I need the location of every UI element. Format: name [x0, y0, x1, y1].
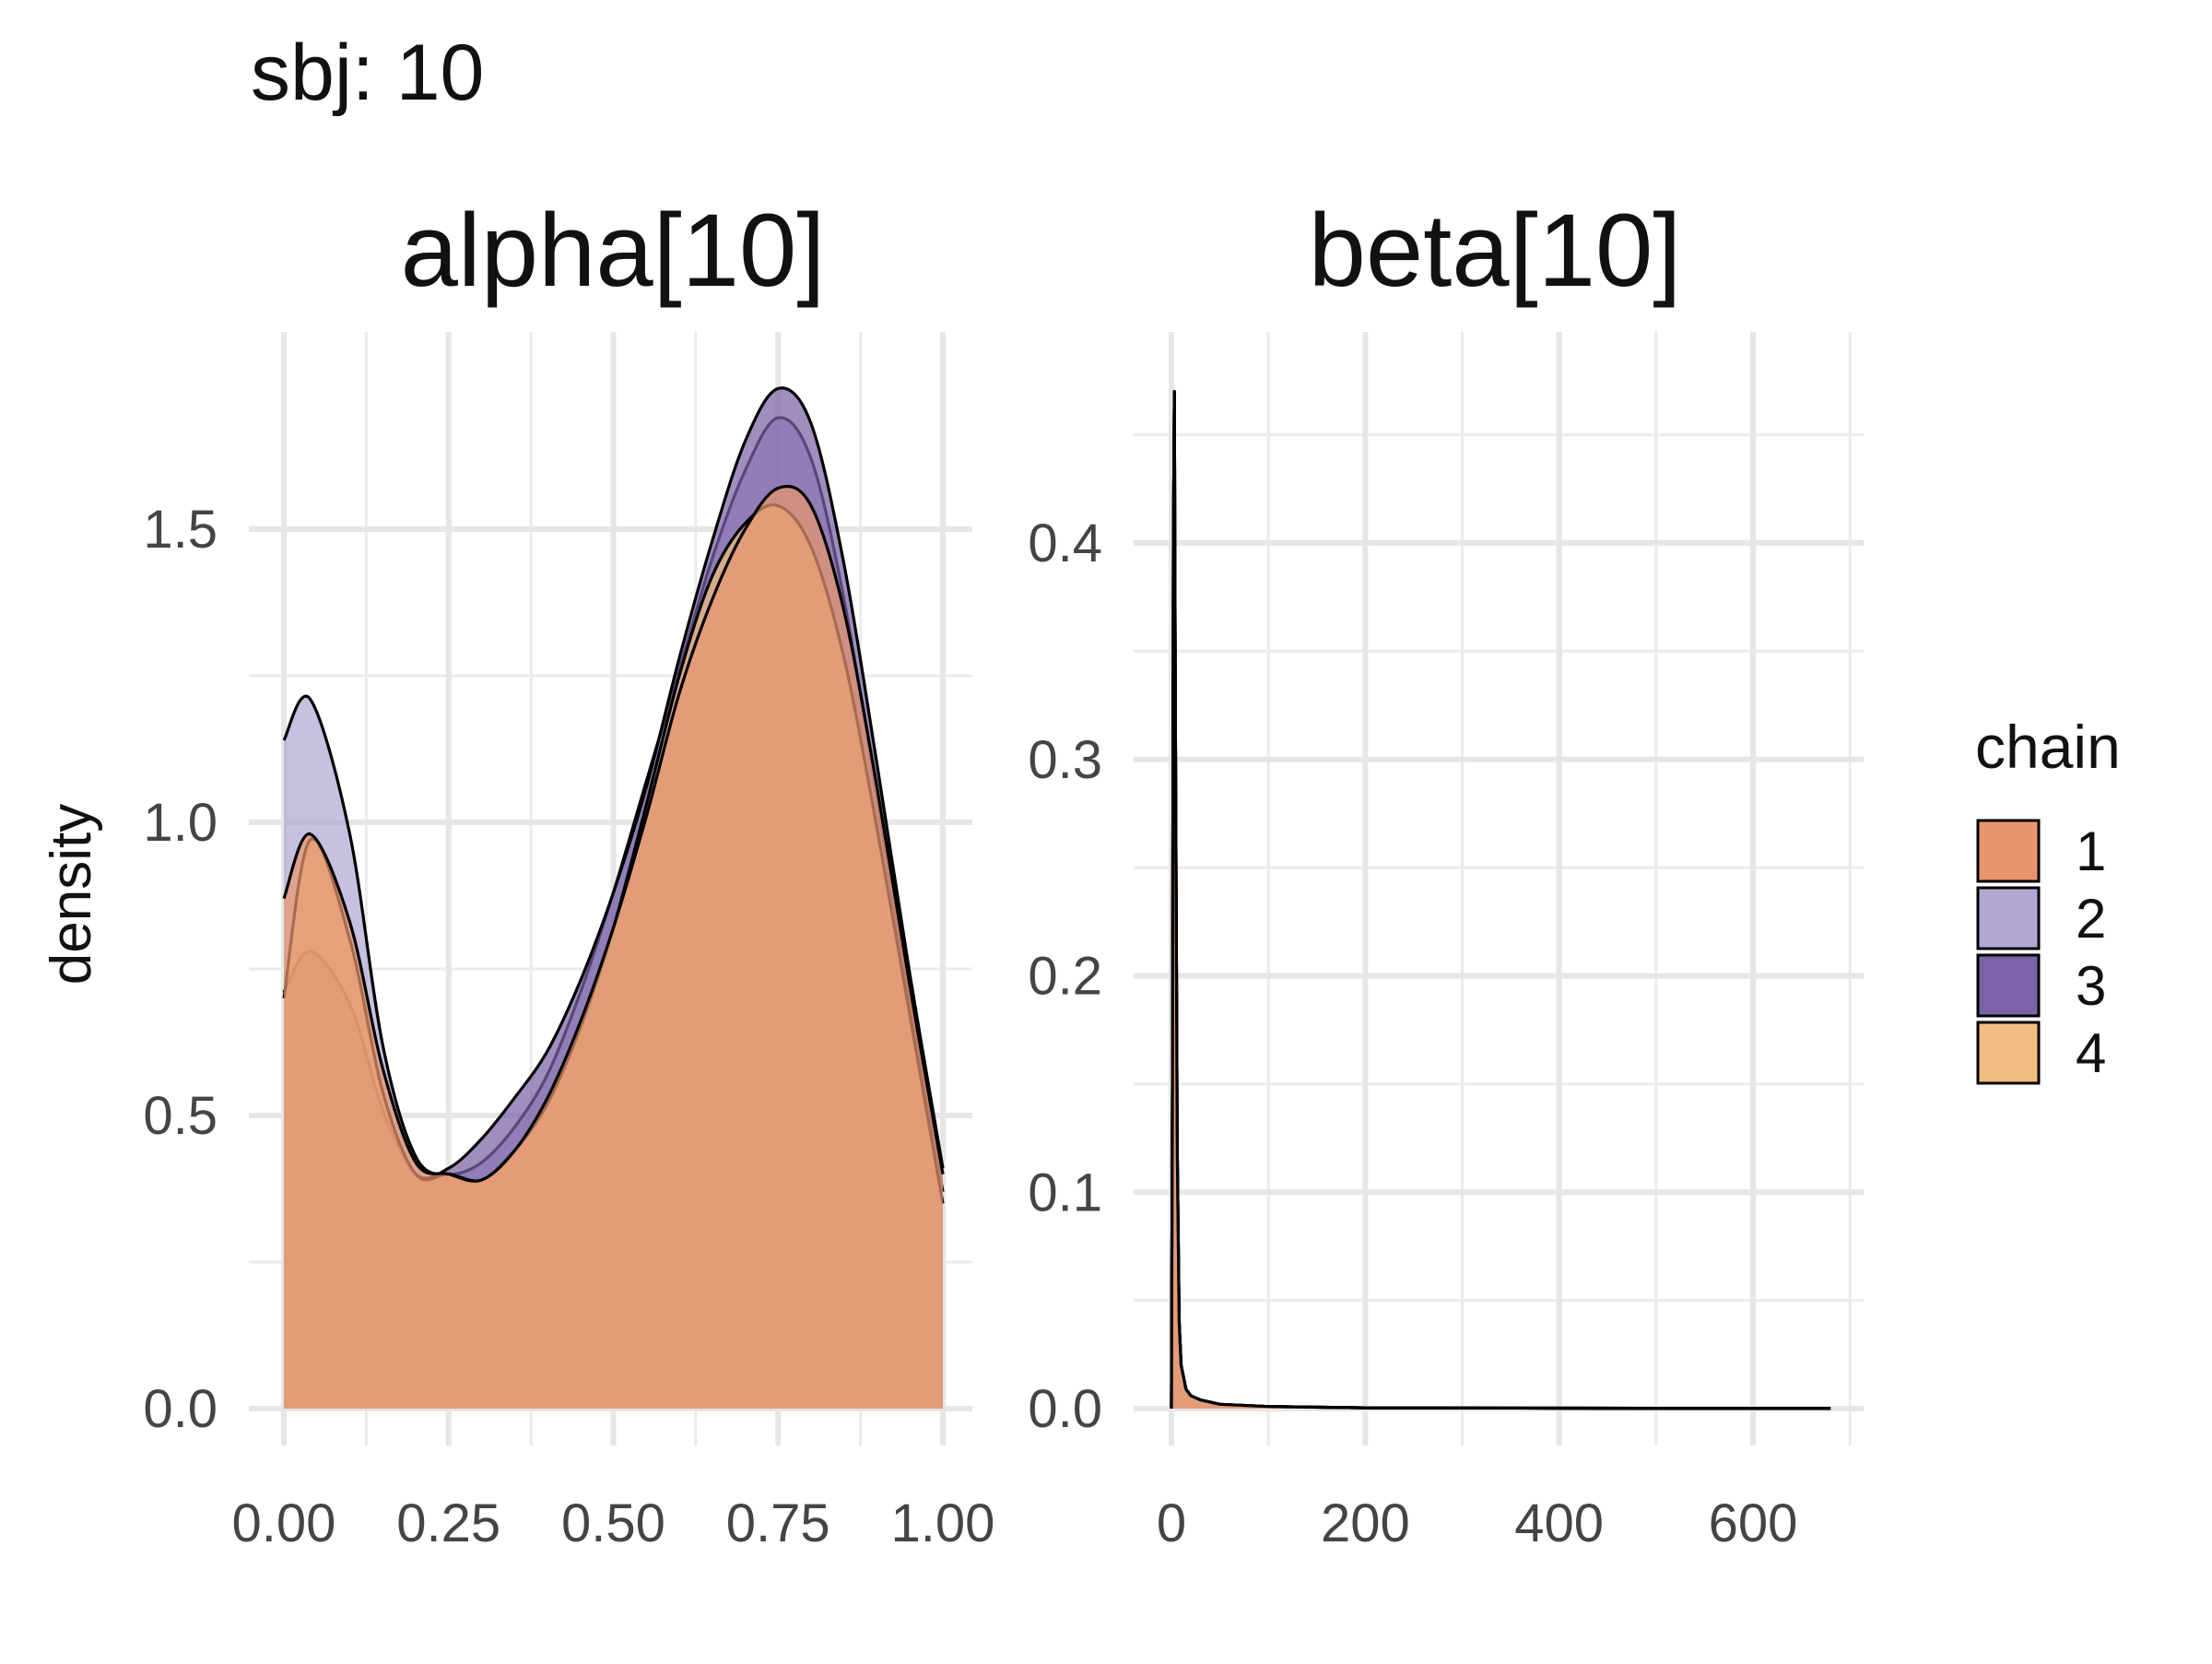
- beta-y-tick-label: 0.1: [1028, 1162, 1102, 1222]
- beta-x-tick-label: 600: [1709, 1493, 1798, 1553]
- panel-title-beta: beta[10]: [1309, 193, 1682, 308]
- legend-label-chain-3: 3: [2076, 955, 2106, 1017]
- alpha-y-tick-label: 0.5: [143, 1086, 218, 1146]
- legend-label-chain-4: 4: [2076, 1022, 2106, 1084]
- alpha-y-tick-labels: 0.0 0.5 1.0 1.5: [143, 500, 218, 1439]
- beta-y-tick-label: 0.0: [1028, 1379, 1102, 1439]
- beta-gridlines: [1134, 332, 1864, 1446]
- beta-x-tick-label: 0: [1157, 1493, 1186, 1553]
- panel-beta: beta[10] 0.0 0.1 0.2 0.3 0.4 0 200 400 600: [1028, 193, 1864, 1553]
- legend-label-chain-1: 1: [2076, 820, 2106, 882]
- alpha-y-tick-label: 0.0: [143, 1379, 218, 1439]
- beta-x-tick-label: 200: [1321, 1493, 1410, 1553]
- alpha-y-tick-label: 1.5: [143, 500, 218, 560]
- beta-y-tick-label: 0.3: [1028, 730, 1102, 790]
- alpha-x-tick-label: 0.50: [561, 1493, 665, 1553]
- beta-x-tick-label: 400: [1514, 1493, 1604, 1553]
- panel-alpha: alpha[10] 0.0 0.5 1.0 1.5 0.00 0.25 0.50 0.75 1…: [143, 193, 994, 1553]
- alpha-line-chain-1: [282, 484, 945, 1183]
- legend-title: chain: [1975, 713, 2121, 781]
- legend-swatch-chain-4: [1976, 1021, 2041, 1085]
- alpha-x-tick-label: 0.75: [726, 1493, 830, 1553]
- panel-title-alpha: alpha[10]: [401, 193, 826, 308]
- alpha-x-tick-label: 0.00: [232, 1493, 336, 1553]
- beta-x-tick-labels: 0 200 400 600: [1157, 1493, 1798, 1553]
- beta-y-tick-labels: 0.0 0.1 0.2 0.3 0.4: [1028, 513, 1102, 1439]
- beta-y-tick-label: 0.2: [1028, 947, 1102, 1007]
- alpha-density-areas: [282, 386, 945, 1409]
- legend-swatch-chain-2: [1976, 886, 2041, 950]
- alpha-y-tick-label: 1.0: [143, 793, 218, 853]
- y-axis-label: density: [40, 804, 103, 985]
- beta-density-areas: [1170, 390, 1831, 1410]
- beta-y-tick-label: 0.4: [1028, 513, 1102, 573]
- alpha-x-tick-label: 0.25: [396, 1493, 500, 1553]
- legend-swatch-chain-1: [1976, 819, 2041, 883]
- alpha-area-chain-1: [284, 486, 943, 1409]
- figure-title: sbj: 10: [251, 29, 484, 117]
- legend-swatch-chain-3: [1976, 953, 2041, 1018]
- alpha-x-tick-labels: 0.00 0.25 0.50 0.75 1.00: [232, 1493, 995, 1553]
- alpha-x-tick-label: 1.00: [891, 1493, 995, 1553]
- beta-line-chain-1: [1170, 390, 1831, 1410]
- legend-label-chain-2: 2: [2076, 888, 2106, 950]
